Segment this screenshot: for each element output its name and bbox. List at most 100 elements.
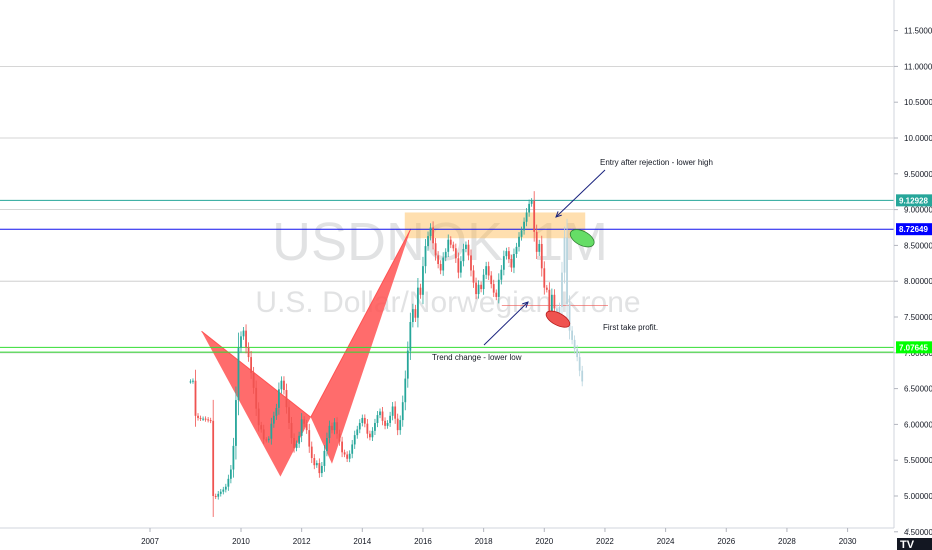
- candle-body: [353, 435, 356, 445]
- time-axis[interactable]: 2007 2010 2012 2014 2016 2018 2020 2022 2024 2026…: [141, 528, 918, 546]
- candle-body: [212, 420, 215, 496]
- annotation-entry-text: Entry after rejection - lower high: [600, 158, 713, 167]
- resistance-zone: [404, 212, 586, 239]
- candle-body: [235, 400, 237, 446]
- y-tick-label: 10.00000: [904, 134, 932, 143]
- candle-body: [313, 458, 316, 466]
- candle-body: [300, 419, 303, 436]
- candle-body: [411, 309, 414, 323]
- candle-body: [429, 227, 432, 237]
- candle-body: [368, 433, 371, 438]
- candle-body: [475, 282, 477, 295]
- candle-body: [447, 239, 450, 252]
- candle-body: [197, 415, 199, 418]
- candle-body: [288, 407, 290, 423]
- candle-body: [576, 349, 579, 358]
- candle-body: [343, 452, 346, 455]
- candle-body: [581, 370, 584, 382]
- candle-body: [252, 372, 255, 388]
- x-tick-label: 2030: [839, 537, 857, 546]
- tradingview-logo[interactable]: TV: [897, 538, 932, 550]
- candle-body: [298, 435, 301, 444]
- candle-body: [485, 266, 488, 275]
- price-axis[interactable]: 11.50000 11.00000 10.50000 10.00000 9.50000 9…: [894, 27, 932, 537]
- candle-body: [262, 429, 265, 440]
- x-tick-label: 2007: [141, 537, 159, 546]
- entry-arrow-head: [555, 211, 562, 218]
- candle-body: [257, 408, 260, 426]
- x-tick-label: 2022: [596, 537, 614, 546]
- candle-body: [315, 463, 318, 466]
- candle-body: [293, 438, 295, 449]
- candle-body: [439, 264, 442, 271]
- y-tick-label: 4.50000: [904, 528, 932, 537]
- y-tick-label: 5.00000: [904, 492, 932, 501]
- x-tick-label: 2010: [232, 537, 250, 546]
- candle-body: [305, 423, 308, 431]
- grid-layer: [0, 66, 894, 354]
- candle-body: [278, 389, 280, 408]
- candle-body: [240, 336, 242, 348]
- candle-body: [280, 380, 283, 390]
- y-tick-label: 6.00000: [904, 420, 932, 429]
- y-tick-label: 9.50000: [904, 170, 932, 179]
- candle-body: [290, 422, 293, 439]
- candle-body: [462, 248, 465, 262]
- candle-body: [204, 418, 207, 420]
- candle-body: [543, 268, 546, 288]
- candle-body: [207, 419, 210, 421]
- x-tick-label: 2018: [475, 537, 493, 546]
- candle-body: [495, 292, 498, 297]
- candle-body: [482, 274, 485, 290]
- price-label-box: [896, 341, 932, 354]
- candle-body: [396, 418, 399, 431]
- price-label-box: [896, 194, 932, 207]
- candle-body: [356, 429, 359, 436]
- y-tick-label: 8.50000: [904, 241, 932, 250]
- candle-body: [275, 407, 278, 416]
- trend-change-arrow-head: [522, 301, 529, 308]
- candle-body: [237, 347, 240, 401]
- candle-body: [500, 269, 503, 280]
- candle-body: [351, 444, 354, 454]
- candle-body: [270, 423, 273, 439]
- plot-background: [0, 0, 894, 528]
- y-tick-label: 6.50000: [904, 385, 932, 394]
- candle-body: [510, 259, 513, 268]
- candle-body: [217, 493, 220, 497]
- candle-body: [553, 294, 556, 309]
- candle-body: [227, 478, 230, 487]
- x-tick-label: 2026: [717, 537, 735, 546]
- x-tick-label: 2020: [535, 537, 553, 546]
- candle-body: [260, 425, 263, 430]
- candle-body: [245, 330, 247, 348]
- candle-body: [384, 420, 386, 426]
- candle-body: [487, 266, 490, 276]
- candle-body: [535, 231, 538, 252]
- candle-body: [528, 203, 531, 213]
- candle-body: [214, 496, 217, 497]
- y-tick-label: 5.50000: [904, 456, 932, 465]
- candle-body: [399, 420, 402, 431]
- candle-body: [401, 402, 404, 421]
- entry-ellipse: [569, 229, 595, 248]
- candle-body: [376, 415, 379, 423]
- candle-body: [492, 284, 495, 293]
- candle-body: [192, 380, 194, 382]
- candle-body: [518, 236, 520, 247]
- candle-body: [515, 246, 518, 254]
- candle-body: [578, 357, 581, 371]
- candle-body: [242, 330, 245, 337]
- price-label-value: 8.72649: [899, 225, 928, 234]
- candle-body: [513, 253, 515, 268]
- candle-body: [320, 465, 323, 474]
- candle-body: [545, 287, 548, 290]
- candle-body: [508, 251, 510, 260]
- trend-change-ellipse: [545, 310, 571, 328]
- candle-body: [470, 255, 472, 271]
- candle-body: [573, 339, 576, 350]
- candle-body: [255, 387, 258, 409]
- logo-mark: TV: [900, 539, 915, 550]
- entry-arrow-line: [555, 169, 606, 218]
